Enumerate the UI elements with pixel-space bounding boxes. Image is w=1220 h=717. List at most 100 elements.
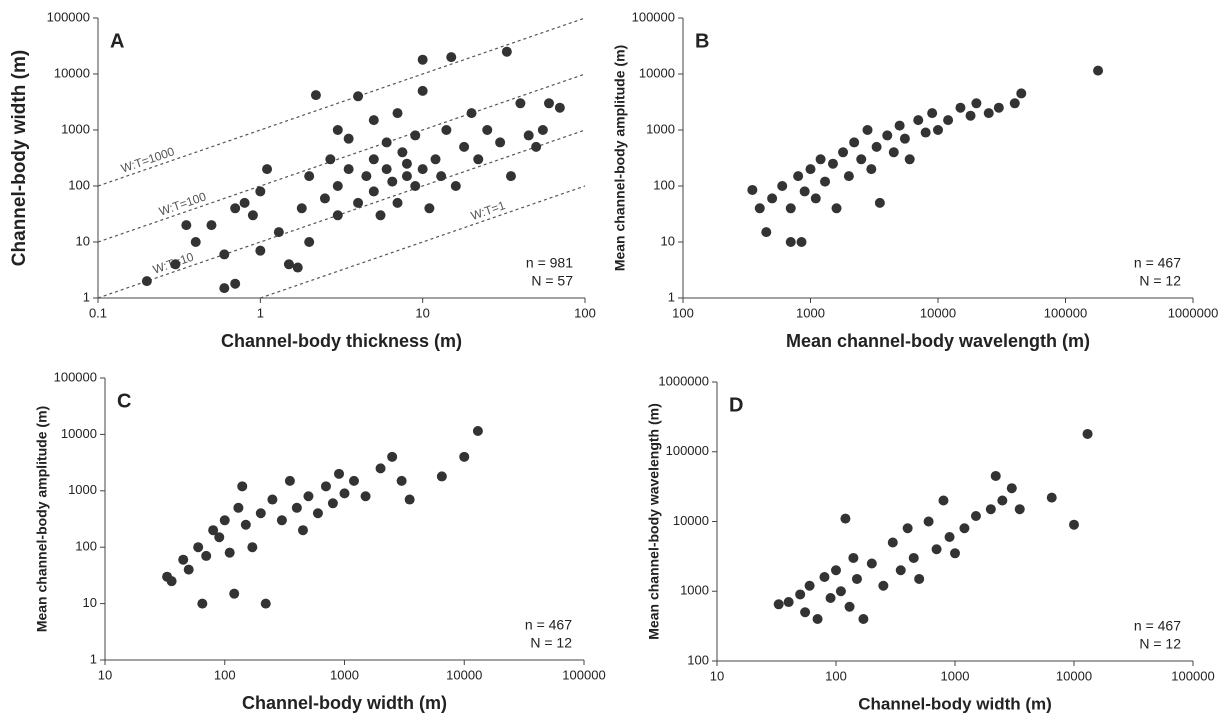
annotation: n = 467	[1134, 618, 1181, 634]
ratio-label: W:T=100	[157, 189, 208, 218]
point	[543, 98, 554, 109]
annotation: n = 467	[1134, 255, 1181, 271]
point	[183, 564, 194, 575]
point	[950, 548, 960, 559]
point	[459, 451, 470, 462]
point	[375, 463, 386, 474]
point	[993, 102, 1004, 113]
x-tick-label: 1	[257, 305, 264, 320]
point	[303, 491, 314, 502]
y-tick-label: 100	[687, 652, 709, 667]
point	[255, 186, 266, 197]
point	[392, 197, 403, 208]
point	[501, 46, 512, 57]
x-tick-label: 10000	[920, 305, 956, 320]
point	[233, 502, 244, 513]
point	[247, 542, 258, 553]
x-axis-label: Channel-body width (m)	[242, 693, 447, 713]
point	[894, 120, 905, 131]
point	[761, 227, 772, 238]
point	[1014, 504, 1025, 515]
point	[515, 98, 526, 109]
point	[206, 220, 217, 231]
point	[537, 125, 548, 135]
point	[334, 468, 345, 479]
y-tick-label: 10	[83, 595, 97, 610]
point	[955, 102, 966, 113]
point	[783, 597, 794, 608]
y-tick-label: 100	[75, 539, 97, 554]
point	[387, 176, 398, 187]
panel-letter: B	[695, 30, 709, 52]
panel-letter: A	[110, 30, 124, 52]
y-tick-label: 1	[90, 651, 97, 666]
point	[381, 137, 392, 148]
point	[368, 115, 379, 126]
point	[887, 537, 898, 548]
point	[410, 130, 421, 141]
point	[360, 491, 371, 502]
point	[1016, 88, 1027, 99]
point	[943, 115, 954, 126]
x-tick-label: 10	[710, 668, 724, 683]
y-tick-label: 1000	[646, 121, 675, 136]
point	[424, 203, 435, 214]
point	[436, 171, 447, 182]
point	[197, 598, 208, 609]
point	[348, 475, 359, 486]
y-tick-label: 100	[68, 177, 90, 192]
point	[219, 283, 230, 294]
point	[495, 137, 506, 148]
point	[219, 515, 230, 526]
point	[417, 164, 428, 175]
point	[1006, 483, 1017, 494]
point	[938, 495, 949, 506]
point	[417, 54, 428, 65]
y-tick-label: 1000	[680, 583, 709, 598]
point	[959, 523, 970, 534]
point	[230, 278, 241, 289]
point	[396, 475, 407, 486]
x-tick-label: 100000	[1044, 305, 1087, 320]
point	[332, 210, 343, 221]
panel-letter: D	[729, 394, 743, 416]
point	[983, 108, 994, 119]
point	[840, 513, 851, 524]
point	[927, 108, 938, 119]
point	[767, 193, 778, 204]
annotation: n = 981	[526, 255, 573, 271]
point	[899, 133, 910, 144]
point	[397, 147, 408, 158]
x-tick-label: 100	[672, 305, 694, 320]
annotation: N = 12	[530, 635, 572, 651]
point	[247, 210, 258, 221]
x-tick-label: 1000	[796, 305, 825, 320]
point	[820, 176, 831, 187]
point	[310, 90, 321, 101]
point	[871, 141, 882, 152]
point	[368, 186, 379, 197]
point	[848, 552, 859, 563]
point	[800, 607, 811, 618]
annotation: N = 57	[531, 273, 573, 289]
point	[320, 481, 331, 492]
point	[819, 572, 830, 583]
point	[404, 494, 415, 505]
point	[387, 451, 398, 462]
point	[799, 186, 810, 197]
point	[229, 588, 240, 599]
point	[970, 510, 981, 521]
point	[283, 259, 294, 270]
y-tick-label: 10	[76, 233, 90, 248]
point	[401, 171, 412, 182]
point	[237, 481, 248, 492]
x-tick-label: 100000	[562, 667, 605, 682]
point	[459, 141, 470, 152]
point	[193, 542, 204, 553]
point	[353, 91, 364, 102]
point	[430, 154, 441, 165]
x-tick-label: 100000	[1171, 668, 1214, 683]
point	[747, 184, 758, 195]
point	[239, 197, 250, 208]
point	[990, 470, 1001, 481]
